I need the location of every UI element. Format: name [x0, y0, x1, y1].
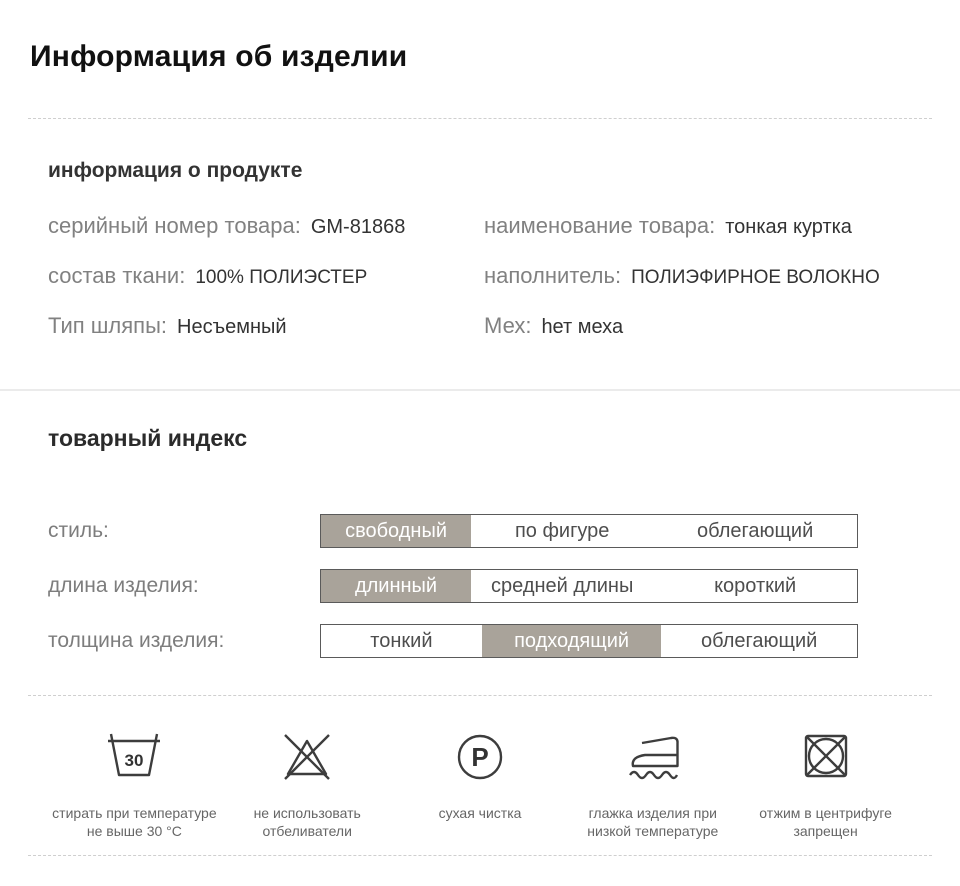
option: короткий [714, 574, 797, 597]
care-instructions-row: 30 стирать при температуре не выше 30 °C… [0, 724, 960, 841]
care-caption: сухая чистка [438, 805, 522, 821]
care-item-no-bleach: не использовать отбеливатели [221, 724, 394, 841]
do-not-bleach-icon [275, 724, 339, 784]
field-label: наименование товара: [484, 213, 716, 238]
field-hat-type: Тип шляпы: Несъемный [48, 311, 484, 344]
option-box: длинный средней длины короткий [320, 569, 858, 603]
row-label: стиль: [48, 519, 109, 542]
option: средней длины [491, 574, 634, 597]
care-caption: стирать при температуре не выше 30 °C [52, 805, 217, 840]
option: по фигуре [514, 519, 610, 542]
care-caption: глажка изделия при низкой температуре [587, 805, 719, 840]
iron-low-temp-icon [621, 724, 685, 784]
care-caption: не использовать отбеливатели [253, 805, 361, 840]
index-row-style: стиль: свободный по фигуре облегающий [48, 514, 912, 548]
page-title: Информация об изделии [30, 40, 408, 73]
field-value: ПОЛИЭФИРНОЕ ВОЛОКНО [631, 267, 880, 288]
field-serial-number: серийный номер товара: GM-81868 [48, 211, 484, 244]
option-selected: свободный [321, 515, 472, 547]
product-index-rows: стиль: свободный по фигуре облегающий дл… [48, 514, 912, 658]
field-filler: наполнитель: ПОЛИЭФИРНОЕ ВОЛОКНО [484, 261, 912, 294]
field-label: Тип шляпы: [48, 313, 168, 338]
dotted-divider [28, 118, 932, 119]
svg-text:P: P [471, 742, 488, 772]
field-value: hет меха [541, 316, 624, 338]
index-row-thickness: толщина изделия: тонкий подходящий облег… [48, 624, 912, 658]
dry-clean-icon: P [448, 724, 512, 784]
field-value: тонкая куртка [725, 216, 852, 238]
field-label: состав ткани: [48, 263, 186, 288]
field-value: GM-81868 [310, 216, 406, 238]
option-box: свободный по фигуре облегающий [320, 514, 858, 548]
product-info-section: информация о продукте серийный номер тов… [0, 159, 960, 344]
field-fabric: состав ткани: 100% ПОЛИЭСТЕР [48, 261, 484, 294]
option: облегающий [701, 629, 818, 652]
care-item-iron-low: глажка изделия при низкой температуре [566, 724, 739, 841]
field-label: Мех: [484, 313, 532, 338]
do-not-wring-icon [794, 724, 858, 784]
solid-divider [0, 389, 960, 391]
row-label: длина изделия: [48, 574, 199, 597]
option: облегающий [697, 519, 814, 542]
product-info-grid: серийный номер товара: GM-81868 наименова… [48, 211, 912, 344]
field-label: серийный номер товара: [48, 213, 301, 238]
dotted-divider [28, 854, 932, 856]
field-label: наполнитель: [484, 263, 622, 288]
product-index-heading: товарный индекс [48, 425, 248, 451]
row-label: толщина изделия: [48, 629, 225, 652]
dotted-divider [28, 695, 932, 696]
product-info-heading: информация о продукте [48, 159, 303, 182]
svg-text:30: 30 [125, 751, 144, 770]
field-product-name: наименование товара: тонкая куртка [484, 211, 912, 244]
wash-30-icon: 30 [102, 724, 166, 784]
care-item-dry-clean: P сухая чистка [394, 724, 567, 841]
index-row-length: длина изделия: длинный средней длины кор… [48, 569, 912, 603]
care-item-no-wring: отжим в центрифуге запрещен [739, 724, 912, 841]
care-caption: отжим в центрифуге запрещен [759, 805, 892, 840]
care-item-wash: 30 стирать при температуре не выше 30 °C [48, 724, 221, 841]
option: тонкий [370, 629, 433, 652]
field-value: 100% ПОЛИЭСТЕР [195, 267, 368, 288]
option-selected: длинный [321, 570, 472, 602]
product-index-section: товарный индекс стиль: свободный по фигу… [0, 425, 960, 658]
option-selected: подходящий [481, 625, 662, 657]
field-value: Несъемный [177, 316, 287, 338]
field-fur: Мех: hет меха [484, 311, 912, 344]
option-box: тонкий подходящий облегающий [320, 624, 858, 658]
